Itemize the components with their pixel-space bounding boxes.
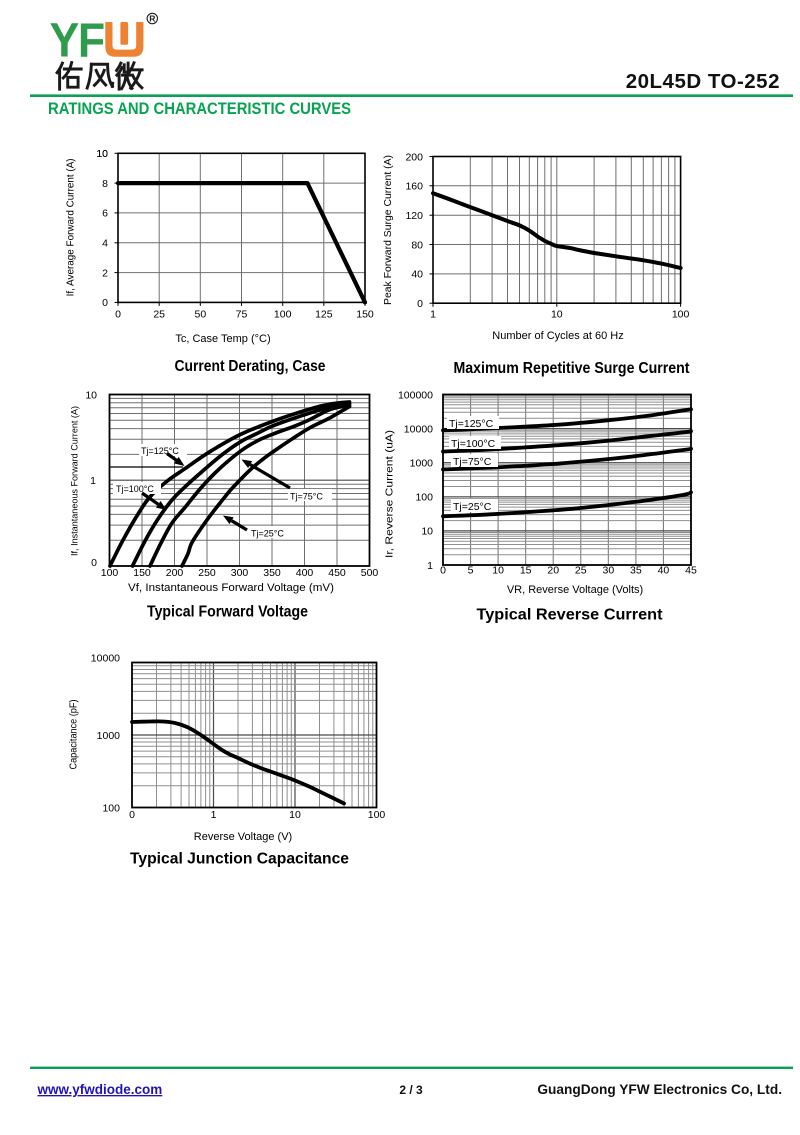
- svg-text:Tj=25°C: Tj=25°C: [251, 529, 284, 539]
- svg-text:Number of Cycles at 60 Hz: Number of Cycles at 60 Hz: [492, 330, 623, 342]
- svg-text:0: 0: [129, 809, 135, 821]
- svg-text:Vf, Instantaneous Forward Vol: Vf, Instantaneous Forward Voltage (mV): [128, 582, 334, 594]
- svg-text:160: 160: [405, 181, 423, 193]
- svg-text:Tc, Case Temp (°C): Tc, Case Temp (°C): [175, 333, 270, 345]
- svg-text:VR, Reverse Voltage (Volts): VR, Reverse Voltage (Volts): [507, 584, 643, 596]
- svg-text:1: 1: [90, 475, 96, 487]
- svg-text:R: R: [149, 14, 155, 24]
- svg-text:1: 1: [211, 809, 217, 821]
- svg-text:10000: 10000: [404, 423, 433, 435]
- svg-text:Typical Forward Voltage: Typical Forward Voltage: [147, 604, 308, 621]
- svg-text:100: 100: [368, 809, 386, 821]
- svg-text:10: 10: [551, 309, 563, 321]
- svg-text:15: 15: [520, 565, 532, 577]
- svg-text:10: 10: [85, 389, 97, 401]
- svg-text:Ir, Reverse Current (uA): Ir, Reverse Current (uA): [384, 430, 396, 558]
- svg-text:If, Average Forward Current (A: If, Average Forward Current (A): [65, 158, 77, 296]
- svg-text:Typical Reverse Current: Typical Reverse Current: [477, 607, 664, 624]
- svg-text:1000: 1000: [97, 730, 121, 742]
- svg-text:100: 100: [274, 309, 292, 321]
- svg-text:400: 400: [296, 567, 314, 579]
- svg-text:GuangDong YFW Electronics Co,: GuangDong YFW Electronics Co, Ltd.: [537, 1082, 782, 1097]
- svg-text:6: 6: [102, 208, 108, 220]
- svg-text:0: 0: [440, 565, 446, 577]
- svg-text:Tj=100°C: Tj=100°C: [451, 438, 496, 450]
- svg-text:10: 10: [96, 148, 108, 160]
- svg-text:100: 100: [415, 492, 433, 504]
- svg-text:Tj=75°C: Tj=75°C: [290, 492, 323, 502]
- svg-text:Maximum Repetitive Surge Curre: Maximum Repetitive Surge Current: [454, 360, 691, 377]
- svg-text:100: 100: [102, 802, 120, 814]
- svg-text:0: 0: [115, 309, 121, 321]
- svg-text:125: 125: [315, 309, 333, 321]
- svg-text:Current Derating, Case: Current Derating, Case: [175, 358, 326, 375]
- svg-text:40: 40: [658, 565, 670, 577]
- svg-text:500: 500: [361, 567, 379, 579]
- svg-text:2: 2: [102, 267, 108, 279]
- svg-text:10: 10: [96, 148, 108, 160]
- svg-text:450: 450: [328, 567, 346, 579]
- svg-text:0: 0: [91, 557, 97, 569]
- svg-text:Reverse Voltage (V): Reverse Voltage (V): [194, 831, 292, 843]
- svg-text:If, Instantaneous Forward Curr: If, Instantaneous Forward Current (A): [70, 406, 81, 556]
- svg-text:5: 5: [468, 565, 474, 577]
- svg-text:300: 300: [231, 567, 249, 579]
- svg-text:Capacitance (pF): Capacitance (pF): [69, 700, 80, 770]
- svg-text:75: 75: [236, 309, 248, 321]
- svg-text:100: 100: [672, 309, 690, 321]
- svg-text:40: 40: [411, 269, 423, 281]
- svg-text:10: 10: [421, 526, 433, 538]
- svg-text:Tj=125°C: Tj=125°C: [141, 446, 179, 456]
- svg-text:2 / 3: 2 / 3: [399, 1083, 423, 1097]
- svg-text:250: 250: [198, 567, 216, 579]
- svg-text:10: 10: [492, 565, 504, 577]
- svg-text:8: 8: [102, 178, 108, 190]
- svg-text:0: 0: [417, 298, 423, 310]
- svg-text:50: 50: [194, 309, 206, 321]
- svg-text:1: 1: [427, 560, 433, 572]
- svg-text:Tj=75°C: Tj=75°C: [453, 456, 492, 468]
- svg-text:Tj=125°C: Tj=125°C: [449, 418, 494, 430]
- svg-text:RATINGS AND CHARACTERISTIC CUR: RATINGS AND CHARACTERISTIC CURVES: [48, 100, 351, 118]
- svg-text:1: 1: [430, 309, 436, 321]
- svg-text:25: 25: [575, 565, 587, 577]
- svg-text:10000: 10000: [91, 653, 120, 665]
- svg-text:35: 35: [630, 565, 642, 577]
- svg-text:Tj=25°C: Tj=25°C: [453, 501, 492, 513]
- svg-text:10: 10: [289, 809, 301, 821]
- svg-text:80: 80: [411, 239, 423, 251]
- svg-text:150: 150: [133, 567, 151, 579]
- svg-text:200: 200: [166, 567, 184, 579]
- svg-text:20L45D TO-252: 20L45D TO-252: [626, 70, 780, 93]
- svg-text:Peak Forward Surge Current (A): Peak Forward Surge Current (A): [382, 155, 394, 305]
- svg-text:100: 100: [101, 567, 119, 579]
- svg-text:Typical Junction Capacitance: Typical Junction Capacitance: [130, 851, 349, 868]
- svg-text:Tj=100°C: Tj=100°C: [116, 484, 154, 494]
- svg-text:1000: 1000: [410, 458, 434, 470]
- svg-text:350: 350: [263, 567, 281, 579]
- svg-text:30: 30: [602, 565, 614, 577]
- svg-text:20: 20: [547, 565, 559, 577]
- svg-text:45: 45: [685, 565, 697, 577]
- svg-text:4: 4: [102, 238, 108, 250]
- svg-text:100000: 100000: [398, 389, 433, 401]
- svg-text:200: 200: [405, 151, 423, 163]
- svg-text:25: 25: [153, 309, 165, 321]
- svg-text:120: 120: [405, 210, 423, 222]
- svg-text:YF: YF: [50, 13, 104, 67]
- svg-text:www.yfwdiode.com: www.yfwdiode.com: [37, 1082, 163, 1097]
- svg-text:0: 0: [102, 297, 108, 309]
- svg-text:150: 150: [356, 309, 374, 321]
